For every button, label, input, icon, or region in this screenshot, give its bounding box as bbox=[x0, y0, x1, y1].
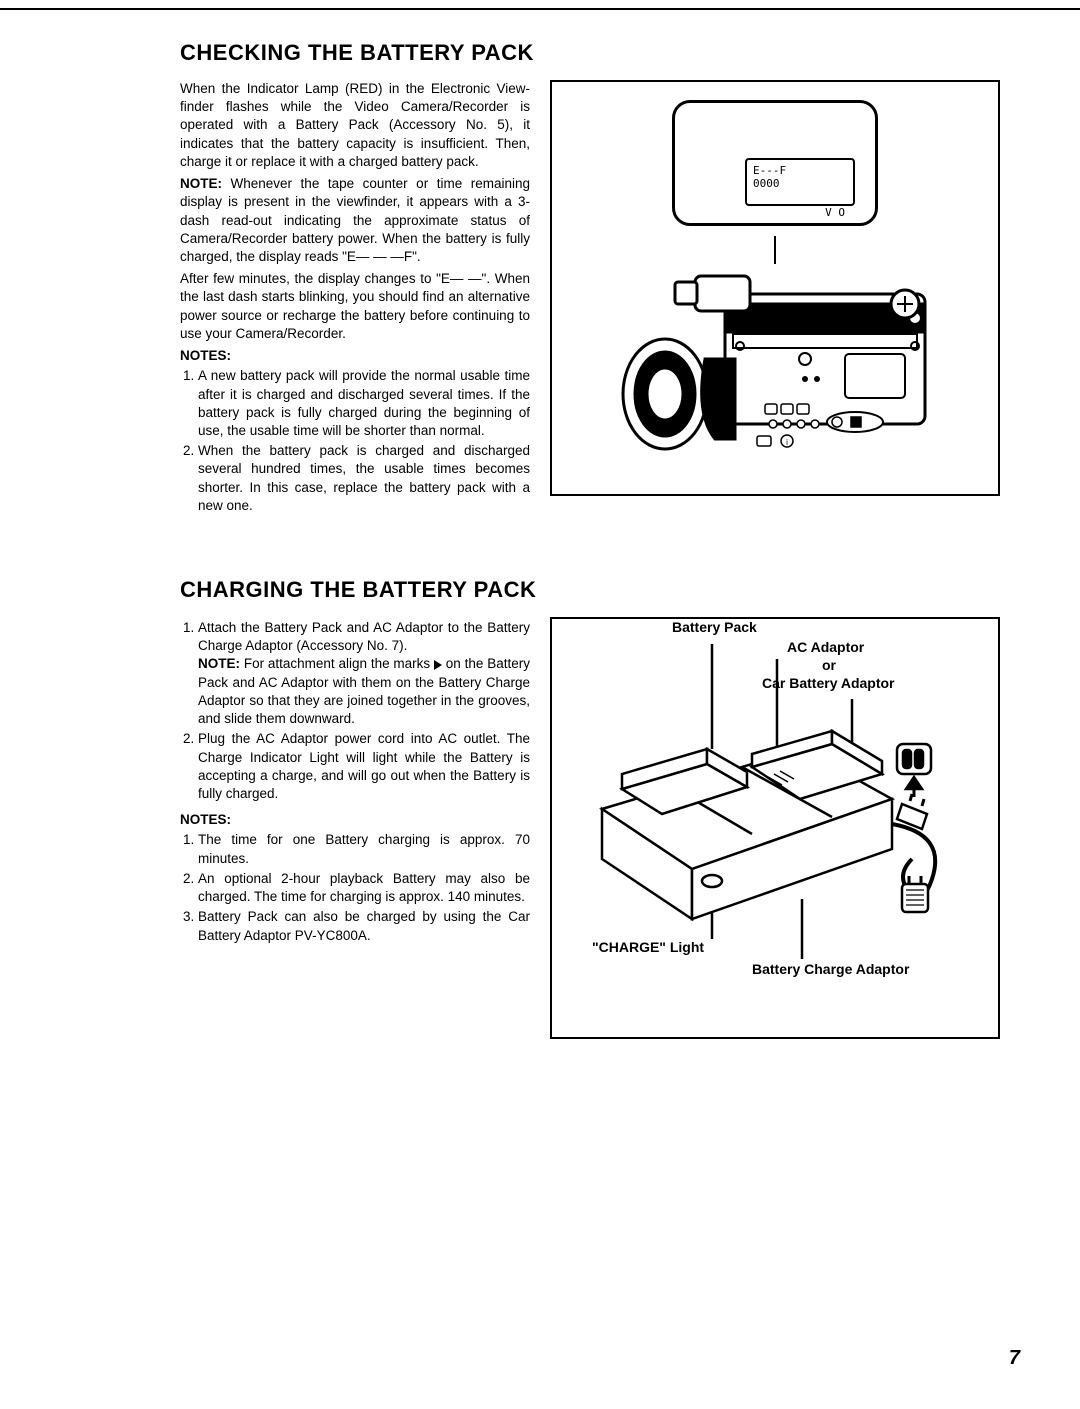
para-1: When the Indicator Lamp (RED) in the Ele… bbox=[180, 80, 530, 171]
text-col-1: When the Indicator Lamp (RED) in the Ele… bbox=[180, 80, 530, 517]
viewfinder-readout: E---F 0000 bbox=[745, 158, 855, 206]
page: CHECKING THE BATTERY PACK When the Indic… bbox=[0, 0, 1080, 1400]
vf-vo: V O bbox=[825, 206, 845, 219]
figure-1: E---F 0000 V O bbox=[550, 80, 1000, 496]
figure-col-2: Battery Pack AC Adaptor or Car Battery A… bbox=[550, 617, 1000, 1039]
charging-illustration bbox=[552, 629, 952, 989]
steps-list: Attach the Battery Pack and AC Adaptor t… bbox=[180, 619, 530, 803]
vf-line2: 0000 bbox=[753, 177, 847, 190]
viewfinder-screen: E---F 0000 V O bbox=[672, 100, 878, 226]
step-2: Plug the AC Adaptor power cord into AC o… bbox=[198, 730, 530, 803]
section-charging-battery: CHARGING THE BATTERY PACK Attach the Bat… bbox=[180, 577, 1000, 1039]
notes-list-2: The time for one Battery charging is app… bbox=[180, 831, 530, 944]
figure-col-1: E---F 0000 V O bbox=[550, 80, 1000, 517]
step-1b: For attachment align the marks bbox=[240, 656, 434, 671]
figure-2: Battery Pack AC Adaptor or Car Battery A… bbox=[550, 617, 1000, 1039]
camera-illustration: i bbox=[605, 264, 945, 474]
heading-checking: CHECKING THE BATTERY PACK bbox=[180, 40, 1000, 66]
notes-list-1: A new battery pack will provide the norm… bbox=[180, 367, 530, 515]
page-number: 7 bbox=[1009, 1347, 1020, 1370]
play-mark-icon bbox=[434, 660, 442, 670]
svg-text:i: i bbox=[786, 438, 788, 447]
para-3: After few minutes, the display changes t… bbox=[180, 270, 530, 343]
vf-connector-line bbox=[774, 236, 776, 264]
vf-line1: E---F bbox=[753, 164, 847, 177]
step-1a: Attach the Battery Pack and AC Adaptor t… bbox=[198, 620, 530, 653]
note-2-2: An optional 2-hour playback Battery may … bbox=[198, 870, 530, 906]
text-col-2: Attach the Battery Pack and AC Adaptor t… bbox=[180, 617, 530, 1039]
note-2-3: Battery Pack can also be charged by usin… bbox=[198, 908, 530, 944]
note-1-2: When the battery pack is charged and dis… bbox=[198, 442, 530, 515]
para-2: NOTE: Whenever the tape counter or time … bbox=[180, 175, 530, 266]
step-1: Attach the Battery Pack and AC Adaptor t… bbox=[198, 619, 530, 728]
note-1-1: A new battery pack will provide the norm… bbox=[198, 367, 530, 440]
step-1-note-label: NOTE: bbox=[198, 656, 240, 671]
notes-label-2: NOTES: bbox=[180, 811, 530, 829]
note-label: NOTE: bbox=[180, 176, 222, 191]
notes-label-1: NOTES: bbox=[180, 347, 530, 365]
para-2-text: Whenever the tape counter or time remain… bbox=[180, 176, 530, 264]
heading-charging: CHARGING THE BATTERY PACK bbox=[180, 577, 1000, 603]
section-checking-battery: CHECKING THE BATTERY PACK When the Indic… bbox=[180, 40, 1000, 517]
note-2-1: The time for one Battery charging is app… bbox=[198, 831, 530, 867]
